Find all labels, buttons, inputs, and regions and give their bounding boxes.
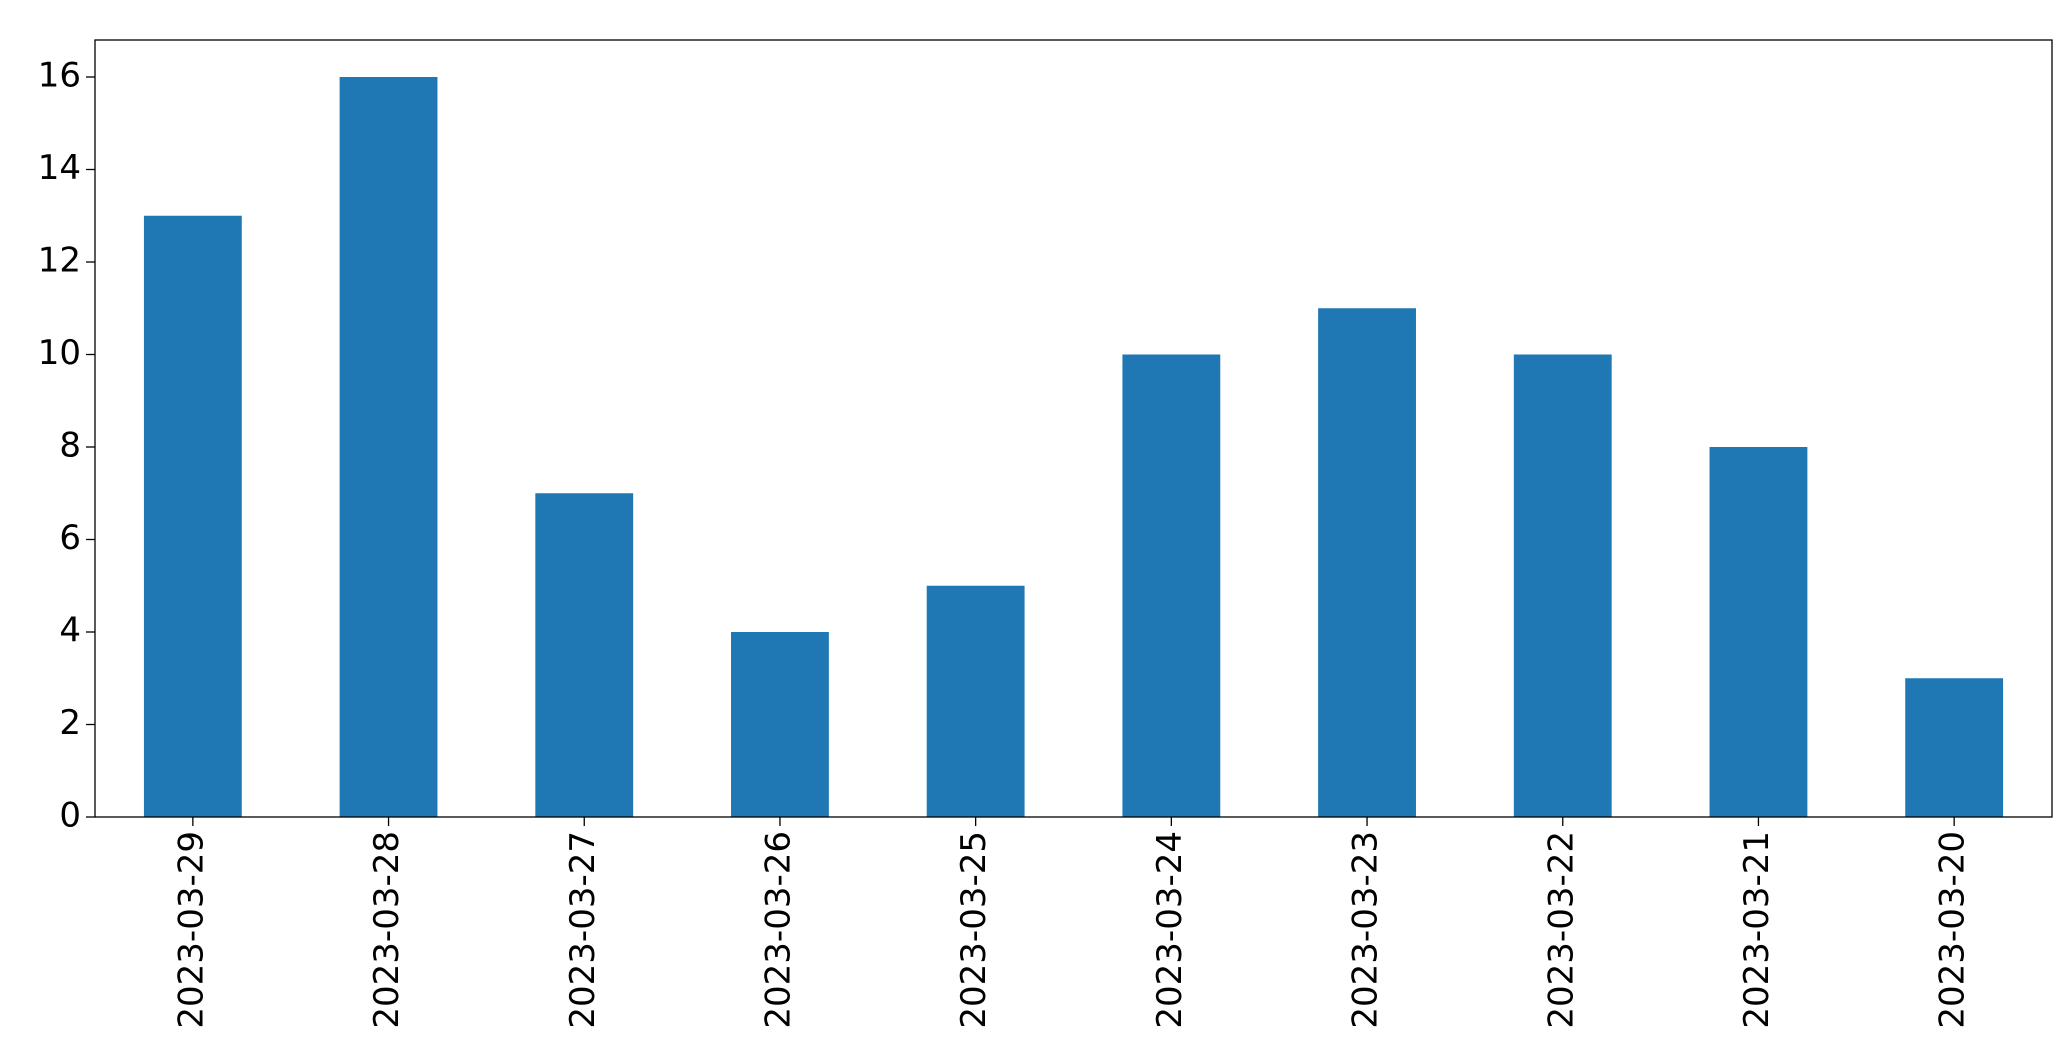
y-tick-label: 0 — [59, 796, 81, 836]
x-tick-label: 2023-03-25 — [954, 831, 994, 1029]
y-tick-label: 6 — [59, 518, 81, 558]
plot-frame — [94, 39, 2053, 818]
y-tick-label: 4 — [59, 611, 81, 651]
y-tick-label: 12 — [38, 241, 81, 281]
bar — [1905, 678, 2004, 817]
y-tick-label: 10 — [38, 333, 81, 373]
bar — [1122, 354, 1221, 817]
x-tick-label: 2023-03-26 — [758, 831, 798, 1029]
bar — [143, 215, 242, 817]
x-tick-label: 2023-03-28 — [367, 831, 407, 1029]
bar — [926, 585, 1025, 817]
y-tick-label: 14 — [38, 148, 81, 188]
x-tick-label: 2023-03-22 — [1541, 831, 1581, 1029]
y-tick-label: 2 — [59, 703, 81, 743]
bar — [1709, 447, 1808, 817]
x-tick-label: 2023-03-21 — [1737, 831, 1777, 1029]
bar — [731, 632, 829, 817]
bar — [1318, 308, 1416, 817]
x-tick-label: 2023-03-24 — [1150, 831, 1190, 1029]
x-tick-label: 2023-03-20 — [1933, 831, 1973, 1029]
bar — [339, 77, 438, 817]
x-tick-label: 2023-03-27 — [563, 831, 603, 1029]
x-tick-label: 2023-03-23 — [1346, 831, 1386, 1029]
x-tick-label: 2023-03-29 — [171, 831, 211, 1029]
bar — [1513, 354, 1612, 817]
y-tick-label: 8 — [59, 426, 81, 466]
y-tick-label: 16 — [38, 56, 81, 96]
bar — [535, 493, 634, 817]
